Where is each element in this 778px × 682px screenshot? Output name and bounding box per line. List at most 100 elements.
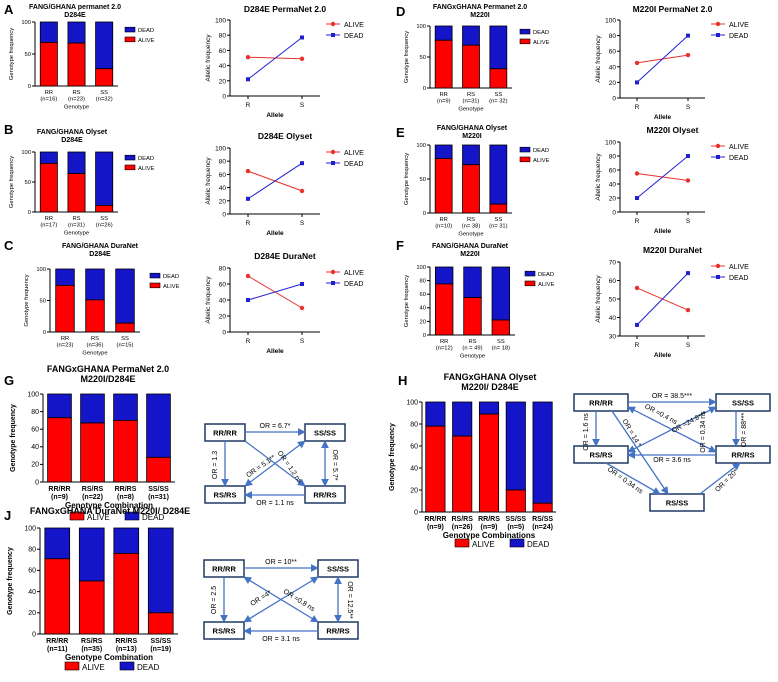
y-tick-label-c2: 60 — [219, 282, 227, 289]
y-tick-label-c2: 80 — [219, 266, 227, 273]
x-tick-label-h: RR/RS — [478, 516, 500, 523]
y-axis-title-j: Genotype frequency — [7, 547, 14, 615]
panel-label-h: H — [398, 373, 408, 388]
bar-title-j: FANGxGHANA DuraNet M220I/ D284E — [30, 506, 190, 516]
bar-title-b: D284E — [61, 137, 83, 144]
y-axis-title-d2: Allelic frequency — [595, 35, 602, 83]
legend-marker-dead — [716, 33, 720, 37]
y-tick-label-f2: 60 — [609, 278, 617, 285]
x-tick-label-h: RR/RR — [424, 516, 446, 523]
bar-alive-j — [78, 580, 105, 635]
x-tick-label-d: RS — [467, 92, 475, 98]
x-n-label-g: (n=8) — [117, 494, 134, 501]
bar-dead-c — [55, 268, 75, 286]
series-line-dead — [247, 37, 303, 80]
bar-alive-h — [478, 413, 500, 513]
legend-swatch-dead — [519, 28, 531, 35]
legend-label-dead: DEAD — [729, 275, 748, 282]
x-tick-label-f2: R — [635, 342, 640, 349]
bar-title-d: FANGxGHANA Permanet 2.0 — [433, 4, 527, 11]
y-tick-label-a2: 40 — [219, 63, 227, 70]
x-tick-label-c: RS — [91, 336, 99, 342]
y-tick-label-d: 0 — [423, 86, 426, 92]
bar-dead-g — [47, 393, 72, 419]
node-h-rrrr-label: RR/RR — [589, 399, 613, 408]
point-alive — [685, 178, 691, 183]
bar-alive-g — [47, 417, 72, 483]
point-dead — [300, 161, 304, 166]
or-label-h-7: OR = 88*** — [741, 413, 748, 448]
bar-dead-h — [505, 401, 526, 491]
legend-swatch-dead — [509, 538, 525, 548]
node-h-rsss — [649, 493, 705, 512]
bar-alive-e — [434, 158, 453, 214]
or-label-j-1: OR = 10** — [265, 559, 297, 566]
x-axis-title-a2: Allele — [266, 112, 284, 119]
node-j-rrrs-label: RR/RS — [326, 627, 349, 636]
legend-label-alive: ALIVE — [344, 150, 364, 157]
x-n-label-g: (n=9) — [51, 494, 68, 501]
bar-dead-h — [425, 401, 446, 427]
x-n-label-b: (n=17) — [40, 223, 57, 229]
x-tick-label-a: RR — [45, 90, 53, 96]
series-line-dead — [636, 155, 689, 199]
y-tick-label-a: 50 — [25, 52, 31, 58]
y-tick-label-d2: 60 — [609, 49, 617, 56]
point-dead — [635, 322, 639, 327]
node-h-rrrs-label: RR/RS — [731, 451, 754, 460]
legend-label-alive: ALIVE — [729, 264, 749, 271]
legend-label-dead: DEAD — [344, 33, 363, 40]
point-alive — [299, 188, 305, 194]
or-label-g-5: OR = 5.7* — [331, 450, 338, 481]
legend-label-alive: ALIVE — [82, 663, 105, 672]
y-tick-label-j: 60 — [28, 568, 36, 575]
y-tick-label-a: 0 — [28, 84, 31, 90]
bar-title-c: D284E — [89, 251, 111, 258]
bar-alive-c — [115, 322, 135, 333]
x-n-label-a: (n=23) — [68, 97, 85, 103]
legend-label-dead: DEAD — [729, 33, 748, 40]
bar-title-g: FANGxGHANA PermaNet 2.0 — [47, 364, 169, 374]
y-axis-title-a: Genotype frequency — [9, 28, 15, 80]
x-axis-title-b: Genotype — [64, 230, 89, 236]
x-axis-title-f2: Allele — [654, 352, 672, 359]
x-tick-label-e: RR — [439, 217, 447, 223]
point-dead — [686, 154, 690, 158]
y-tick-label-d2: 40 — [609, 64, 617, 71]
legend-swatch-alive — [519, 38, 531, 45]
or-label-h-8: OR = 3.6 ns — [653, 457, 691, 464]
line-title-f2: M220I DuraNet — [643, 245, 702, 255]
bar-dead-g — [113, 393, 138, 421]
node-g-rrrs-label: RR/RS — [313, 491, 336, 500]
bar-title-h: M220I/ D284E — [461, 382, 519, 392]
legend-swatch-dead — [149, 272, 161, 279]
arrow-h-3 — [611, 410, 669, 495]
bar-alive-b — [67, 173, 86, 213]
y-tick-label-d2: 0 — [612, 96, 616, 103]
bar-dead-j — [147, 527, 174, 614]
legend-label-dead: DEAD — [533, 148, 549, 154]
legend-label-alive: ALIVE — [344, 22, 364, 29]
y-tick-label-d: 100 — [416, 24, 426, 30]
bar-dead-d — [462, 25, 480, 46]
or-label-g-2: OR = 1.3 — [212, 451, 219, 479]
arrow-h-9 — [699, 462, 741, 495]
legend-marker-dead — [716, 155, 720, 159]
bar-title-c: FANG/GHANA DuraNet — [62, 243, 139, 250]
x-axis-title-j: Genotype Combination — [65, 653, 153, 662]
x-n-label-h: (n=9) — [427, 524, 444, 531]
line-title-b2: D284E Olyset — [258, 131, 313, 141]
bar-alive-j — [113, 553, 140, 635]
bar-dead-b — [95, 151, 114, 206]
legend-swatch-dead — [524, 270, 536, 277]
x-tick-label-h: SS/SS — [505, 516, 526, 523]
x-n-label-b: (n=31) — [68, 223, 85, 229]
x-axis-title-b2: Allele — [266, 230, 284, 237]
legend-label-dead: DEAD — [533, 30, 549, 36]
y-tick-label-d2: 20 — [609, 80, 617, 87]
x-n-label-c: (n=15) — [117, 343, 134, 349]
bar-dead-h — [452, 401, 473, 437]
bar-dead-a — [95, 21, 114, 70]
bar-alive-b — [39, 162, 58, 213]
y-tick-label-e: 0 — [423, 211, 426, 217]
